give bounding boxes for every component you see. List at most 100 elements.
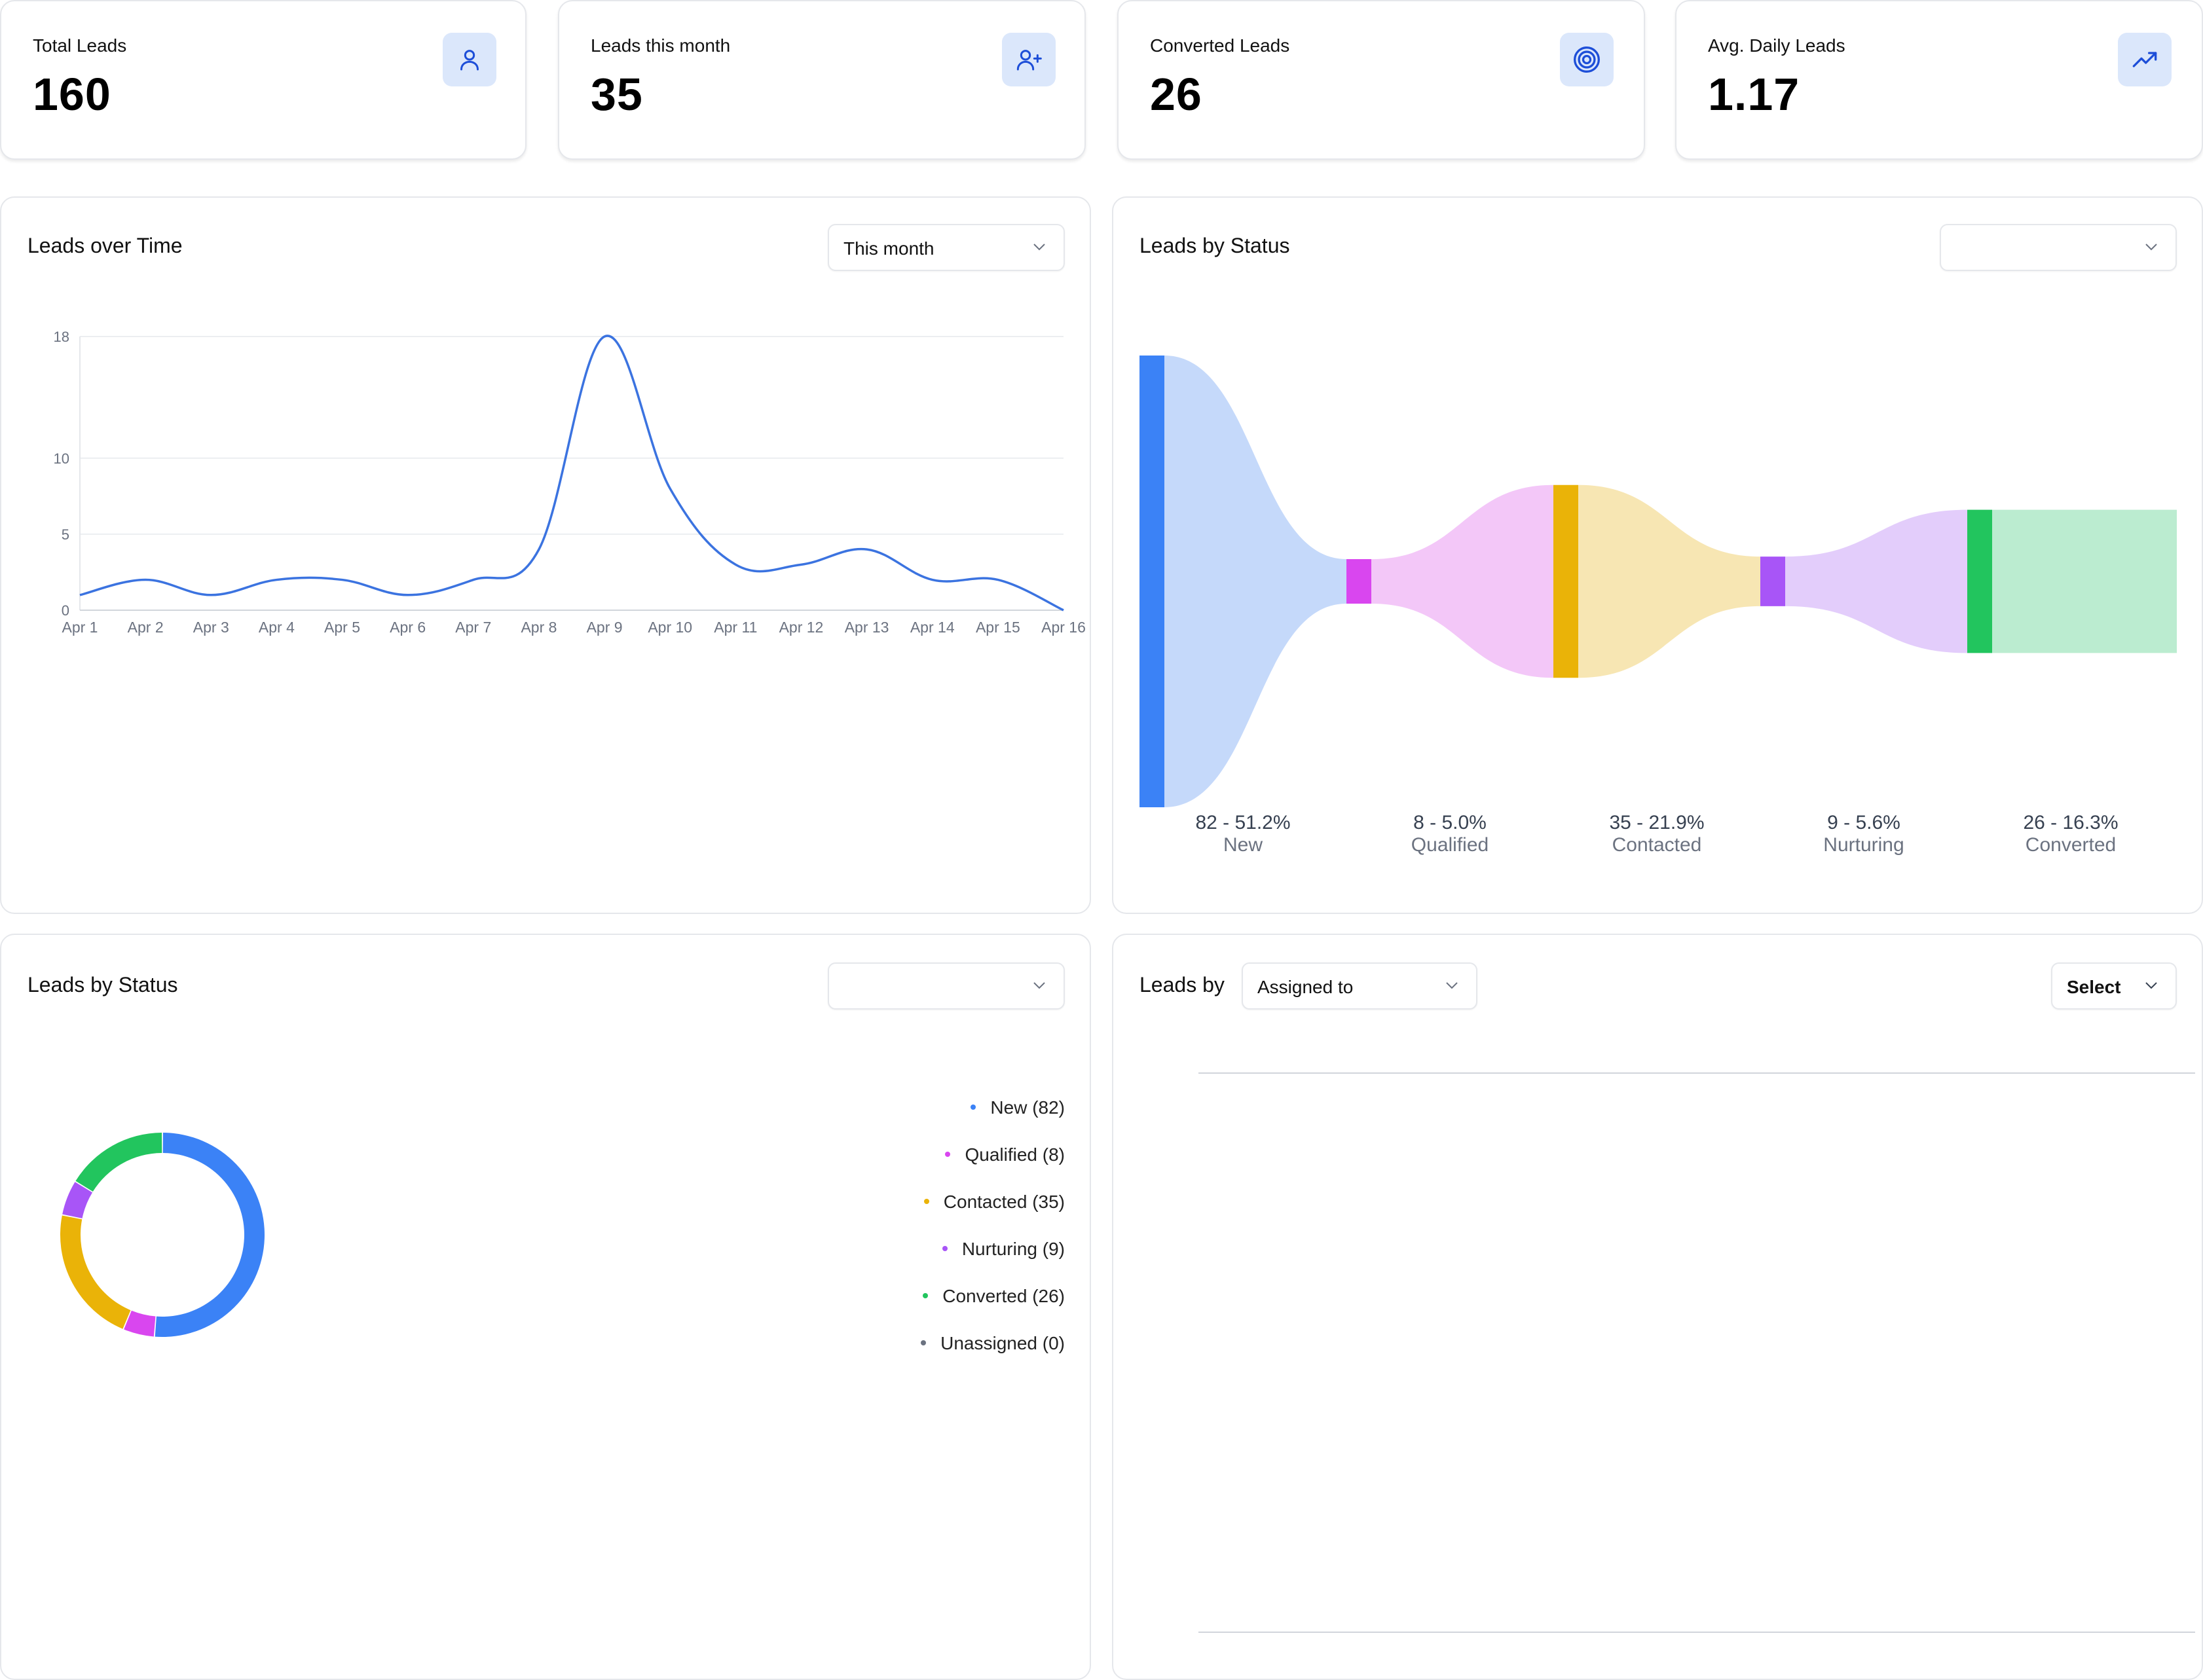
funnel-count: 82 - 51.2% [1195, 812, 1291, 833]
x-tick-label: Apr 9 [587, 619, 623, 636]
kpi-label: Converted Leads [1150, 35, 1290, 56]
donut-slice-contacted[interactable] [60, 1215, 131, 1329]
y-tick-label: 10 [54, 450, 69, 467]
panel-title: Leads by Status [1139, 234, 1290, 257]
target-icon [1560, 33, 1614, 86]
leads-donut-panel: Leads by Status New (82) Qualified (8) C… [0, 934, 1091, 1680]
y-tick-label: 18 [54, 329, 69, 345]
kpi-card-converted-leads: Converted Leads 26 [1117, 0, 1645, 160]
user-icon [443, 33, 496, 86]
donut-slice-nurturing[interactable] [62, 1182, 93, 1218]
y-tick-label: 0 [62, 602, 69, 619]
leads-line-chart: 0 5 10 18 Apr 1 Apr 2 Apr 3 Apr 4 Apr 5 Apr 6 Apr … [54, 329, 1086, 636]
legend-label: Contacted (35) [943, 1192, 1065, 1212]
legend-label: New (82) [990, 1097, 1065, 1118]
legend-item-qualified[interactable]: Qualified (8) [945, 1144, 1065, 1165]
leads-series-line [79, 335, 1064, 612]
x-tick-label: Apr 5 [324, 619, 360, 636]
funnel-bar-qualified[interactable] [1346, 559, 1371, 604]
chart-top-gridline [1198, 1072, 2195, 1074]
funnel-count: 26 - 16.3% [2023, 812, 2119, 833]
chevron-down-icon [1033, 982, 1045, 989]
funnel-label-contacted: 35 - 21.9% Contacted [1559, 812, 1755, 856]
chevron-down-icon [1033, 244, 1045, 251]
kpi-card-total-leads: Total Leads 160 [0, 0, 527, 160]
x-tick-label: Apr 13 [845, 619, 889, 636]
funnel-flow-qualified [1371, 484, 1553, 678]
funnel-label-converted: 26 - 16.3% Converted [1972, 812, 2169, 856]
kpi-value: 35 [591, 69, 643, 120]
legend-label: Nurturing (9) [961, 1239, 1065, 1259]
x-tick-label: Apr 6 [390, 619, 426, 636]
select-value: Assigned to [1257, 977, 1354, 997]
legend-dot [923, 1198, 929, 1204]
funnel-label-qualified: 8 - 5.0% Qualified [1352, 812, 1548, 856]
leads-funnel-chart [1139, 356, 2177, 807]
legend-dot [921, 1340, 927, 1345]
kpi-label: Total Leads [33, 35, 127, 56]
x-tick-label: Apr 14 [910, 619, 955, 636]
funnel-count: 9 - 5.6% [1827, 812, 1900, 833]
select-value: Select [2067, 977, 2121, 997]
chart-bottom-gridline [1198, 1632, 2195, 1633]
leads-funnel-panel: Leads by Status 82 - 51.2% New 8 - 5.0% … [1112, 196, 2203, 914]
donut-legend: New (82) Qualified (8) Contacted (35) Nu… [656, 935, 1065, 1459]
legend-dot [942, 1245, 948, 1251]
filter-select[interactable]: Select [2051, 962, 2177, 1010]
funnel-stage: Contacted [1612, 834, 1702, 856]
panel-title: Leads over Time [28, 234, 183, 257]
legend-item-contacted[interactable]: Contacted (35) [923, 1192, 1065, 1213]
kpi-value: 160 [33, 69, 111, 120]
chevron-down-icon [2145, 244, 2157, 251]
legend-label: Unassigned (0) [940, 1333, 1065, 1353]
trending-up-icon [2118, 33, 2172, 86]
donut-status-select[interactable] [828, 962, 1065, 1010]
legend-item-converted[interactable]: Converted (26) [923, 1286, 1065, 1307]
chevron-down-icon [1446, 982, 1458, 989]
funnel-stage: New [1223, 834, 1263, 856]
x-tick-label: Apr 2 [128, 619, 164, 636]
leads-donut-chart [60, 1133, 265, 1337]
funnel-count: 35 - 21.9% [1609, 812, 1705, 833]
user-plus-icon [1002, 33, 1056, 86]
funnel-bar-contacted[interactable] [1553, 484, 1578, 678]
kpi-card-leads-this-month: Leads this month 35 [558, 0, 1086, 160]
funnel-bar-converted[interactable] [1967, 509, 1992, 653]
y-tick-label: 5 [62, 526, 69, 543]
group-by-select[interactable]: Assigned to [1242, 962, 1477, 1010]
funnel-stage: Qualified [1411, 834, 1489, 856]
x-tick-label: Apr 16 [1041, 619, 1086, 636]
funnel-count: 8 - 5.0% [1413, 812, 1487, 833]
leads-over-time-panel: Leads over Time This month 0 5 10 18 Apr 1 Ap… [0, 196, 1091, 914]
x-tick-label: Apr 15 [976, 619, 1020, 636]
leads-by-panel: Leads by Assigned to Select [1112, 934, 2203, 1680]
funnel-status-select[interactable] [1940, 224, 2177, 271]
legend-item-unassigned[interactable]: Unassigned (0) [921, 1333, 1065, 1354]
donut-slice-converted[interactable] [75, 1133, 162, 1192]
kpi-label: Avg. Daily Leads [1708, 35, 1845, 56]
legend-item-nurturing[interactable]: Nurturing (9) [942, 1239, 1065, 1260]
legend-item-new[interactable]: New (82) [971, 1097, 1065, 1118]
kpi-value: 1.17 [1708, 69, 1800, 120]
legend-dot [971, 1104, 976, 1110]
x-tick-label: Apr 8 [521, 619, 557, 636]
panel-title: Leads by [1139, 973, 1225, 996]
time-range-select[interactable]: This month [828, 224, 1065, 271]
legend-dot [923, 1292, 929, 1298]
x-tick-label: Apr 12 [779, 619, 824, 636]
x-tick-label: Apr 3 [193, 619, 229, 636]
select-value: This month [843, 238, 935, 259]
x-tick-label: Apr 1 [62, 619, 98, 636]
x-tick-label: Apr 4 [259, 619, 295, 636]
funnel-label-nurturing: 9 - 5.6% Nurturing [1766, 812, 1962, 856]
donut-slice-qualified[interactable] [124, 1310, 156, 1337]
x-tick-label: Apr 11 [714, 619, 757, 636]
panel-title: Leads by Status [28, 973, 178, 996]
funnel-bar-new[interactable] [1139, 356, 1164, 807]
funnel-flow-nurturing [1785, 509, 1967, 653]
legend-dot [945, 1151, 951, 1157]
funnel-flow-new [1164, 356, 1346, 807]
legend-label: Converted (26) [942, 1286, 1065, 1306]
donut-slice-new[interactable] [155, 1133, 265, 1337]
funnel-bar-nurturing[interactable] [1760, 557, 1785, 606]
